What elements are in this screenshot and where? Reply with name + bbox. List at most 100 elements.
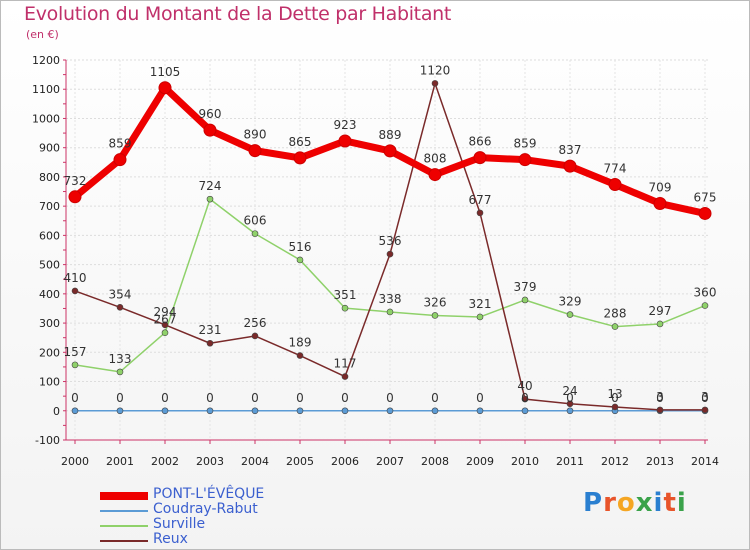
data-label: 0 [341,391,349,405]
data-point [158,81,172,95]
data-label: 516 [289,240,312,254]
y-tick-label: 400 [39,288,60,301]
proxiti-logo: Proxiti [583,488,687,518]
x-tick-label: 2007 [376,455,404,468]
legend-swatch [100,510,148,512]
data-point [161,329,169,337]
series-0 [68,81,712,220]
data-point [701,406,709,414]
data-label: 536 [379,234,402,248]
data-label: 1105 [150,65,181,79]
data-label: 0 [476,391,484,405]
data-label: 866 [469,135,492,149]
data-label: 0 [116,391,124,405]
y-tick-label: 700 [39,200,60,213]
data-point [566,407,574,415]
data-label: 0 [656,391,664,405]
data-point [653,197,667,211]
x-tick-label: 2012 [601,455,629,468]
y-tick-label: 300 [39,317,60,330]
logo-letter: t [663,488,677,518]
logo-letter: x [635,488,654,518]
y-tick-label: 0 [53,405,60,418]
data-label: 0 [431,391,439,405]
data-label: 354 [109,287,132,301]
x-tick-label: 2002 [151,455,179,468]
y-tick-label: 500 [39,259,60,272]
data-label: 24 [562,384,577,398]
data-point [431,80,439,87]
data-label: 0 [206,391,214,405]
data-point [296,407,304,415]
axes: -100010020030040050060070080090010001100… [32,54,719,468]
data-label: 294 [154,305,177,319]
legend-swatch [100,525,148,527]
x-tick-label: 2001 [106,455,134,468]
data-label: 0 [251,391,259,405]
data-label: 40 [517,379,532,393]
data-label: 326 [424,295,447,309]
logo-letter: P [583,488,604,518]
data-label: 3 [701,390,709,404]
data-point [161,407,169,415]
data-point [521,296,529,304]
data-label: 774 [604,162,627,176]
data-label: 231 [199,323,222,337]
data-point [431,312,439,319]
data-label: 288 [604,307,627,321]
data-label: 709 [649,181,672,195]
x-tick-label: 2000 [61,455,89,468]
data-point [116,368,124,376]
x-tick-label: 2006 [331,455,359,468]
data-label: 960 [199,107,222,121]
logo-letter: i [653,488,664,518]
data-point [656,406,664,414]
data-point [116,303,124,311]
data-point [386,250,394,258]
data-point [518,153,532,167]
data-point [206,195,214,203]
grid [66,59,708,441]
data-label: 890 [244,128,267,142]
y-tick-label: 1100 [32,83,60,96]
x-tick-label: 2011 [556,455,584,468]
data-point [71,361,79,369]
data-point [473,151,487,165]
data-label: 157 [64,345,87,359]
data-label: 0 [611,391,619,405]
data-point [341,407,349,415]
data-label: 923 [334,118,357,132]
data-label: 360 [694,286,717,300]
legend-swatch [100,492,148,500]
y-tick-label: -100 [35,434,60,447]
data-label: 379 [514,280,537,294]
data-label: 133 [109,352,132,366]
data-point [563,159,577,173]
data-label: 724 [199,179,222,193]
data-label: 0 [521,391,529,405]
data-label: 865 [289,135,312,149]
data-label: 13 [607,387,622,401]
data-label: 297 [649,304,672,318]
x-tick-label: 2004 [241,455,269,468]
data-point [248,144,262,158]
data-label: 351 [334,288,357,302]
data-point [701,302,709,309]
data-point [521,395,529,403]
data-point [293,151,307,165]
data-label: 859 [109,137,132,151]
series-2 [71,195,709,376]
data-point [386,308,394,316]
x-tick-label: 2014 [691,455,719,468]
data-point [338,134,352,148]
x-tick-label: 2010 [511,455,539,468]
data-label: 889 [379,128,402,142]
legend-label: Surville [153,516,206,532]
x-tick-label: 2009 [466,455,494,468]
data-label: 0 [701,391,709,405]
data-label: 808 [424,152,447,166]
data-point [251,230,259,237]
logo-letter: i [676,488,687,518]
